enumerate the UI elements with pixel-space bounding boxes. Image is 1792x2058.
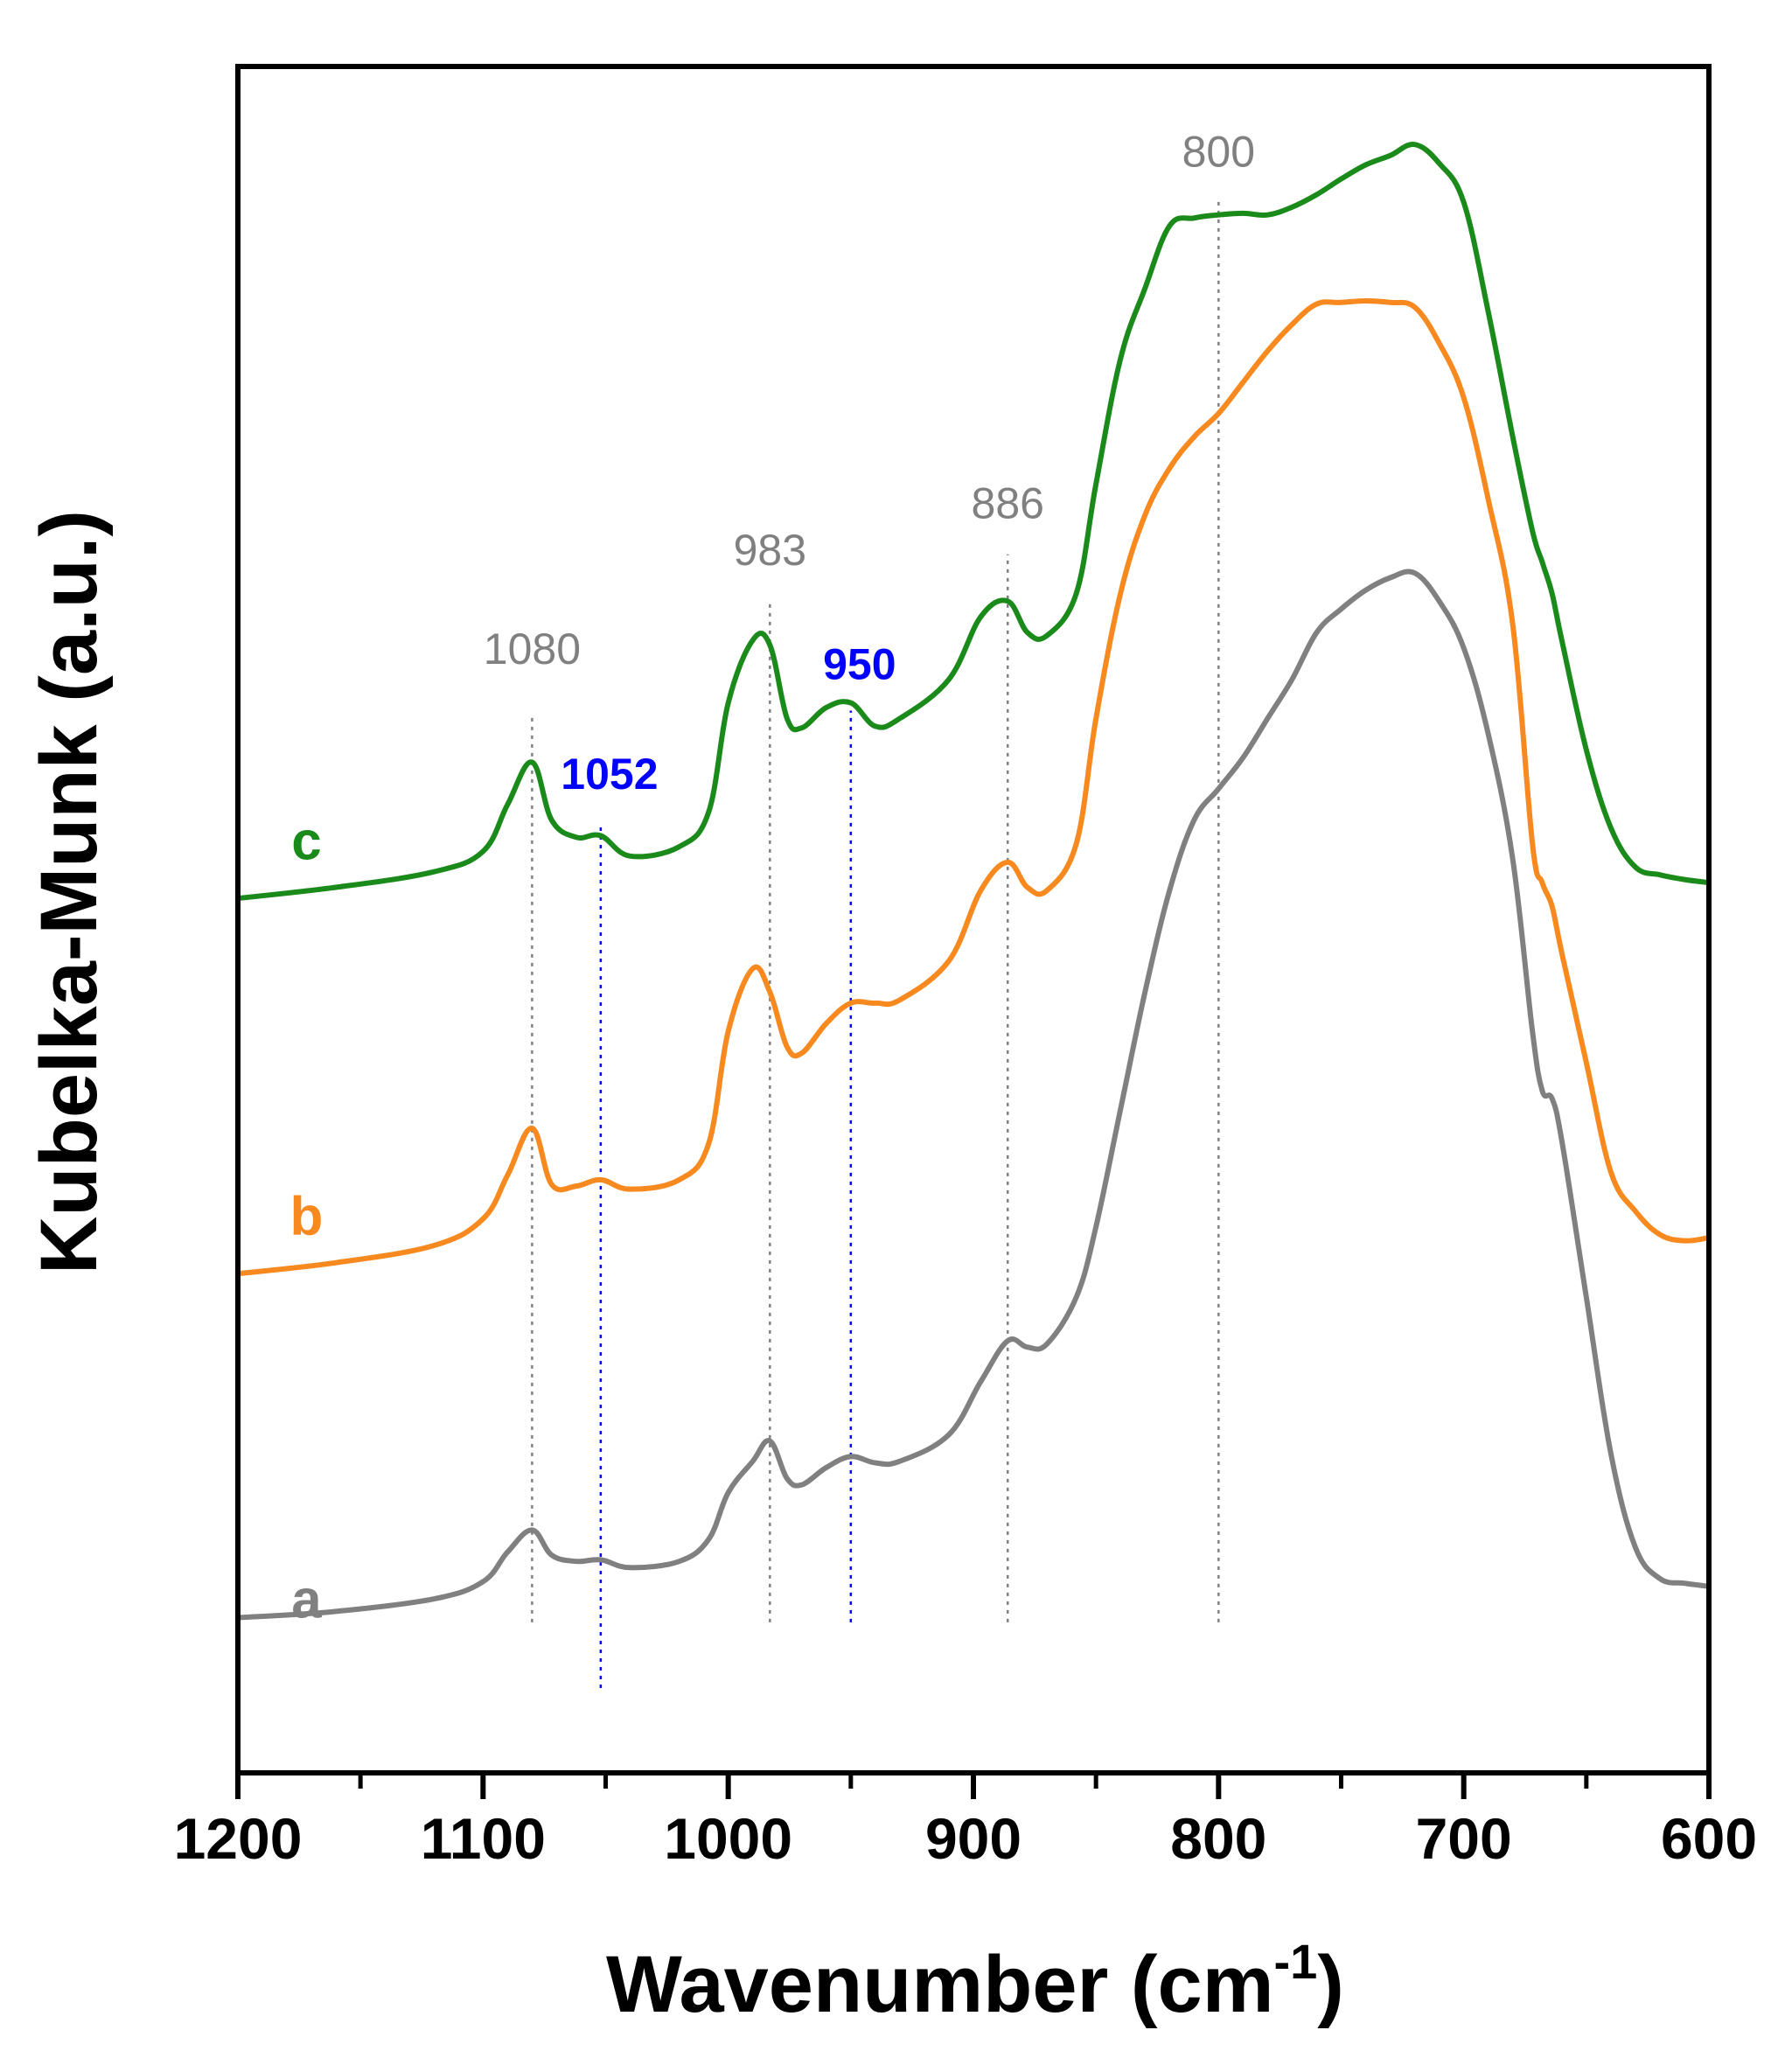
series-label-c: c	[291, 811, 321, 871]
x-tick-label-900: 900	[925, 1806, 1022, 1871]
x-axis-label-exponent: -1	[1274, 1934, 1318, 1989]
reference-label-800: 800	[1182, 127, 1255, 176]
x-axis-label-main: Wavenumber	[606, 1940, 1108, 2029]
series-lines	[235, 142, 1712, 1621]
x-tick-label-1000: 1000	[664, 1806, 792, 1871]
reference-label-1052: 1052	[561, 750, 658, 799]
series-line-a	[235, 569, 1712, 1621]
x-tick-label-700: 700	[1416, 1806, 1512, 1871]
x-tick-label-1200: 1200	[174, 1806, 303, 1871]
series-line-b	[235, 298, 1712, 1277]
x-tick-label-600: 600	[1661, 1806, 1757, 1871]
series-label-a: a	[291, 1570, 322, 1630]
reference-label-950: 950	[823, 640, 896, 689]
reference-lines	[531, 198, 1220, 1688]
x-axis-ticks	[235, 1773, 1712, 1799]
x-tick-label-1100: 1100	[421, 1806, 546, 1871]
series-labels: a b c	[290, 811, 324, 1629]
x-axis-label-unit: cm	[1158, 1940, 1274, 2029]
x-axis-label: Wavenumber (cm-1)	[606, 1934, 1344, 2029]
reference-label-886: 886	[972, 479, 1044, 528]
reference-labels: 1080 1052 983 950 886 800	[484, 127, 1255, 799]
series-line-c	[235, 142, 1712, 902]
reference-label-983: 983	[734, 526, 806, 575]
y-axis-label: Kubelka-Munk (a.u.)	[24, 510, 114, 1274]
series-label-b: b	[290, 1186, 324, 1246]
reference-label-1080: 1080	[484, 624, 581, 673]
x-axis-tick-labels: 1200 1100 1000 900 800 700 600	[174, 1806, 1757, 1871]
x-tick-label-800: 800	[1170, 1806, 1266, 1871]
